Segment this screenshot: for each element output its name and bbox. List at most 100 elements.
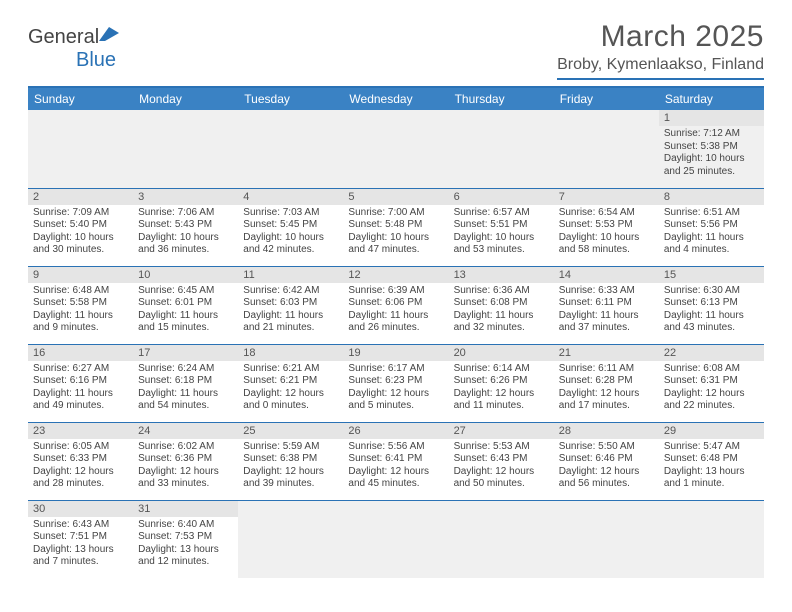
sunset-text: Sunset: 5:45 PM bbox=[243, 219, 338, 232]
calendar-cell bbox=[449, 110, 554, 188]
daylight-text: Daylight: 11 hours and 32 minutes. bbox=[454, 310, 549, 335]
day-number: 11 bbox=[238, 267, 343, 283]
month-title: March 2025 bbox=[557, 20, 764, 54]
calendar-cell: 19Sunrise: 6:17 AMSunset: 6:23 PMDayligh… bbox=[343, 344, 448, 422]
sunrise-text: Sunrise: 6:36 AM bbox=[454, 285, 549, 298]
sunrise-text: Sunrise: 6:43 AM bbox=[33, 519, 128, 532]
daylight-text: Daylight: 10 hours and 47 minutes. bbox=[348, 232, 443, 257]
calendar-cell: 23Sunrise: 6:05 AMSunset: 6:33 PMDayligh… bbox=[28, 422, 133, 500]
day-number: 26 bbox=[343, 423, 448, 439]
calendar-cell: 12Sunrise: 6:39 AMSunset: 6:06 PMDayligh… bbox=[343, 266, 448, 344]
sunrise-text: Sunrise: 6:48 AM bbox=[33, 285, 128, 298]
sunset-text: Sunset: 5:53 PM bbox=[559, 219, 654, 232]
day-body: Sunrise: 6:02 AMSunset: 6:36 PMDaylight:… bbox=[133, 439, 238, 495]
day-number: 2 bbox=[28, 189, 133, 205]
day-body: Sunrise: 7:12 AMSunset: 5:38 PMDaylight:… bbox=[659, 126, 764, 182]
day-body: Sunrise: 6:40 AMSunset: 7:53 PMDaylight:… bbox=[133, 517, 238, 573]
sunset-text: Sunset: 6:31 PM bbox=[664, 375, 759, 388]
daylight-text: Daylight: 10 hours and 53 minutes. bbox=[454, 232, 549, 257]
calendar-cell: 9Sunrise: 6:48 AMSunset: 5:58 PMDaylight… bbox=[28, 266, 133, 344]
flag-icon bbox=[99, 26, 121, 49]
sunrise-text: Sunrise: 6:33 AM bbox=[559, 285, 654, 298]
daylight-text: Daylight: 12 hours and 5 minutes. bbox=[348, 388, 443, 413]
sunset-text: Sunset: 5:56 PM bbox=[664, 219, 759, 232]
daylight-text: Daylight: 13 hours and 1 minute. bbox=[664, 466, 759, 491]
day-body: Sunrise: 6:36 AMSunset: 6:08 PMDaylight:… bbox=[449, 283, 554, 339]
day-number: 3 bbox=[133, 189, 238, 205]
daylight-text: Daylight: 12 hours and 33 minutes. bbox=[138, 466, 233, 491]
daylight-text: Daylight: 12 hours and 56 minutes. bbox=[559, 466, 654, 491]
calendar-cell: 15Sunrise: 6:30 AMSunset: 6:13 PMDayligh… bbox=[659, 266, 764, 344]
calendar-cell: 25Sunrise: 5:59 AMSunset: 6:38 PMDayligh… bbox=[238, 422, 343, 500]
day-number: 15 bbox=[659, 267, 764, 283]
sunrise-text: Sunrise: 6:54 AM bbox=[559, 207, 654, 220]
calendar-cell: 28Sunrise: 5:50 AMSunset: 6:46 PMDayligh… bbox=[554, 422, 659, 500]
day-number: 27 bbox=[449, 423, 554, 439]
weekday-header: Friday bbox=[554, 88, 659, 110]
sunset-text: Sunset: 7:53 PM bbox=[138, 531, 233, 544]
calendar-cell: 3Sunrise: 7:06 AMSunset: 5:43 PMDaylight… bbox=[133, 188, 238, 266]
calendar-cell: 7Sunrise: 6:54 AMSunset: 5:53 PMDaylight… bbox=[554, 188, 659, 266]
day-body: Sunrise: 6:17 AMSunset: 6:23 PMDaylight:… bbox=[343, 361, 448, 417]
sunset-text: Sunset: 6:21 PM bbox=[243, 375, 338, 388]
sunset-text: Sunset: 5:40 PM bbox=[33, 219, 128, 232]
calendar-cell: 11Sunrise: 6:42 AMSunset: 6:03 PMDayligh… bbox=[238, 266, 343, 344]
sunrise-text: Sunrise: 6:14 AM bbox=[454, 363, 549, 376]
day-number: 16 bbox=[28, 345, 133, 361]
day-number: 25 bbox=[238, 423, 343, 439]
calendar-page: General Blue March 2025 Broby, Kymenlaak… bbox=[0, 0, 792, 598]
title-block: March 2025 Broby, Kymenlaakso, Finland bbox=[557, 20, 764, 80]
day-body: Sunrise: 6:30 AMSunset: 6:13 PMDaylight:… bbox=[659, 283, 764, 339]
day-body: Sunrise: 6:54 AMSunset: 5:53 PMDaylight:… bbox=[554, 205, 659, 261]
calendar-cell: 4Sunrise: 7:03 AMSunset: 5:45 PMDaylight… bbox=[238, 188, 343, 266]
day-number: 5 bbox=[343, 189, 448, 205]
sunrise-text: Sunrise: 6:21 AM bbox=[243, 363, 338, 376]
sunset-text: Sunset: 6:01 PM bbox=[138, 297, 233, 310]
day-body: Sunrise: 6:45 AMSunset: 6:01 PMDaylight:… bbox=[133, 283, 238, 339]
daylight-text: Daylight: 10 hours and 30 minutes. bbox=[33, 232, 128, 257]
sunset-text: Sunset: 5:48 PM bbox=[348, 219, 443, 232]
sunset-text: Sunset: 6:08 PM bbox=[454, 297, 549, 310]
daylight-text: Daylight: 11 hours and 21 minutes. bbox=[243, 310, 338, 335]
day-number: 8 bbox=[659, 189, 764, 205]
calendar-cell bbox=[238, 110, 343, 188]
sunrise-text: Sunrise: 6:05 AM bbox=[33, 441, 128, 454]
sunset-text: Sunset: 6:46 PM bbox=[559, 453, 654, 466]
calendar-cell: 6Sunrise: 6:57 AMSunset: 5:51 PMDaylight… bbox=[449, 188, 554, 266]
daylight-text: Daylight: 13 hours and 7 minutes. bbox=[33, 544, 128, 569]
sunset-text: Sunset: 6:26 PM bbox=[454, 375, 549, 388]
day-body: Sunrise: 6:43 AMSunset: 7:51 PMDaylight:… bbox=[28, 517, 133, 573]
daylight-text: Daylight: 10 hours and 25 minutes. bbox=[664, 153, 759, 178]
day-body: Sunrise: 6:39 AMSunset: 6:06 PMDaylight:… bbox=[343, 283, 448, 339]
calendar-cell: 30Sunrise: 6:43 AMSunset: 7:51 PMDayligh… bbox=[28, 500, 133, 578]
day-number: 22 bbox=[659, 345, 764, 361]
day-number: 20 bbox=[449, 345, 554, 361]
daylight-text: Daylight: 12 hours and 28 minutes. bbox=[33, 466, 128, 491]
daylight-text: Daylight: 11 hours and 4 minutes. bbox=[664, 232, 759, 257]
weekday-header: Wednesday bbox=[343, 88, 448, 110]
calendar-cell: 26Sunrise: 5:56 AMSunset: 6:41 PMDayligh… bbox=[343, 422, 448, 500]
day-body: Sunrise: 5:56 AMSunset: 6:41 PMDaylight:… bbox=[343, 439, 448, 495]
brand-word2: Blue bbox=[76, 49, 116, 71]
sunset-text: Sunset: 6:43 PM bbox=[454, 453, 549, 466]
weekday-header: Thursday bbox=[449, 88, 554, 110]
day-number: 6 bbox=[449, 189, 554, 205]
sunset-text: Sunset: 5:58 PM bbox=[33, 297, 128, 310]
calendar-cell: 2Sunrise: 7:09 AMSunset: 5:40 PMDaylight… bbox=[28, 188, 133, 266]
day-body: Sunrise: 6:11 AMSunset: 6:28 PMDaylight:… bbox=[554, 361, 659, 417]
day-body: Sunrise: 6:42 AMSunset: 6:03 PMDaylight:… bbox=[238, 283, 343, 339]
sunset-text: Sunset: 6:03 PM bbox=[243, 297, 338, 310]
calendar-cell: 21Sunrise: 6:11 AMSunset: 6:28 PMDayligh… bbox=[554, 344, 659, 422]
sunrise-text: Sunrise: 6:27 AM bbox=[33, 363, 128, 376]
day-body: Sunrise: 6:57 AMSunset: 5:51 PMDaylight:… bbox=[449, 205, 554, 261]
calendar-cell: 29Sunrise: 5:47 AMSunset: 6:48 PMDayligh… bbox=[659, 422, 764, 500]
sunrise-text: Sunrise: 5:50 AM bbox=[559, 441, 654, 454]
day-body: Sunrise: 7:06 AMSunset: 5:43 PMDaylight:… bbox=[133, 205, 238, 261]
day-number: 18 bbox=[238, 345, 343, 361]
day-body: Sunrise: 5:53 AMSunset: 6:43 PMDaylight:… bbox=[449, 439, 554, 495]
calendar-head: SundayMondayTuesdayWednesdayThursdayFrid… bbox=[28, 88, 764, 110]
weekday-header: Tuesday bbox=[238, 88, 343, 110]
calendar-cell: 18Sunrise: 6:21 AMSunset: 6:21 PMDayligh… bbox=[238, 344, 343, 422]
daylight-text: Daylight: 11 hours and 9 minutes. bbox=[33, 310, 128, 335]
sunrise-text: Sunrise: 6:51 AM bbox=[664, 207, 759, 220]
